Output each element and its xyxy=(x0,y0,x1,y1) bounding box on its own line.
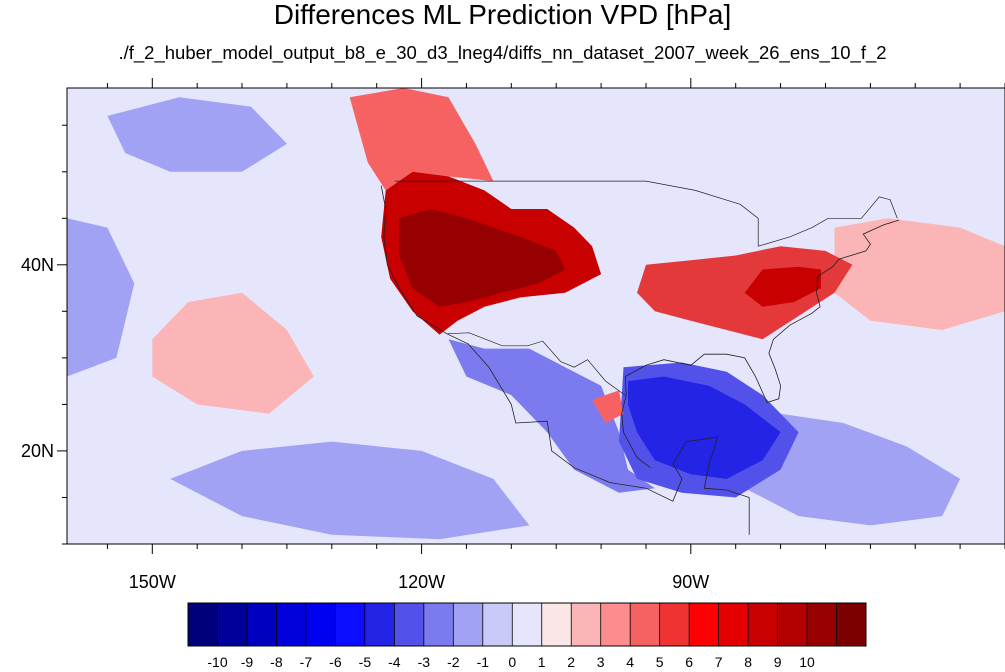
colorbar: -10 -9 -8 -7 -6 -5 -4 -3 -2 -1 0 1 2 3 4 5 6 7 8 9 10 xyxy=(187,602,867,670)
warm-region-western-us-core xyxy=(399,209,566,307)
colorbar-label: -7 xyxy=(300,654,313,670)
colorbar-label: 4 xyxy=(626,654,634,670)
colorbar-label: -1 xyxy=(477,654,490,670)
coastline-segment xyxy=(624,219,900,403)
colorbar-label: -6 xyxy=(329,654,342,670)
colorbar-bin xyxy=(689,603,719,646)
colorbar-label: 1 xyxy=(538,654,546,670)
colorbar-label: -2 xyxy=(447,654,460,670)
axis-ticks: 150W 120W 90W 40N 20N xyxy=(21,78,1005,592)
lat-tick-label: 20N xyxy=(21,441,54,461)
colorbar-label: 0 xyxy=(508,654,516,670)
warm-region-pacific-pink-band xyxy=(152,292,314,414)
colorbar-bin xyxy=(718,603,749,646)
coastline-outline xyxy=(380,180,900,535)
lon-tick-label: 90W xyxy=(672,572,709,592)
colorbar-bin xyxy=(571,603,601,646)
colorbar-label: 10 xyxy=(799,654,815,670)
lon-tick-label: 150W xyxy=(129,572,176,592)
colorbar-bin xyxy=(453,603,484,646)
colorbar-label: 2 xyxy=(567,654,575,670)
warm-region-eastern-us-core xyxy=(744,266,821,307)
colorbar-label: 6 xyxy=(685,654,693,670)
colorbar-bin xyxy=(630,603,660,646)
colorbar-bin xyxy=(246,603,277,646)
colorbar-bin xyxy=(836,603,867,646)
colorbar-bin xyxy=(217,603,248,646)
colorbar-bin xyxy=(335,603,366,646)
cool-region-pacific-tropics xyxy=(170,441,530,540)
colorbar-bin xyxy=(512,603,543,646)
colorbar-label: -9 xyxy=(241,654,254,670)
colorbar-bin xyxy=(482,603,513,646)
colorbar-bin xyxy=(394,603,425,646)
field-regions xyxy=(67,88,1005,540)
cool-region-gulf-core xyxy=(628,376,781,479)
colorbar-bin xyxy=(276,603,307,646)
cool-region-pacific-north xyxy=(107,97,287,172)
colorbar-bin xyxy=(600,603,631,646)
colorbar-label: 5 xyxy=(656,654,664,670)
coastline-segment xyxy=(380,185,750,535)
colorbar-label: -5 xyxy=(359,654,372,670)
lon-tick-label: 120W xyxy=(398,572,445,592)
colorbar-bin xyxy=(541,603,572,646)
colorbar-bin xyxy=(305,603,336,646)
map-frame xyxy=(66,87,1005,545)
colorbar-label: -8 xyxy=(270,654,283,670)
colorbar-frame xyxy=(187,602,867,647)
border-segment xyxy=(447,332,627,397)
colorbar-bin xyxy=(807,603,837,646)
border-segment xyxy=(394,180,898,247)
colorbar-bin xyxy=(423,603,454,646)
warm-region-pacific-nw-plume xyxy=(349,88,494,191)
warm-region-atlantic-plume xyxy=(834,218,1005,330)
colorbar-label: -3 xyxy=(418,654,431,670)
plot-subtitle: ./f_2_huber_model_output_b8_e_30_d3_lneg… xyxy=(118,42,887,63)
colorbar-label: -10 xyxy=(207,654,227,670)
cool-region-mexico xyxy=(448,339,655,493)
colorbar-bin xyxy=(777,603,808,646)
colorbar-bin xyxy=(364,603,395,646)
colorbar-bin xyxy=(188,603,218,646)
colorbar-label: -4 xyxy=(388,654,401,670)
cool-region-pacific-west xyxy=(67,218,135,377)
plot-title: Differences ML Prediction VPD [hPa] xyxy=(273,0,732,30)
colorbar-label: 9 xyxy=(774,654,782,670)
colorbar-bin xyxy=(748,603,778,646)
colorbar-label: 8 xyxy=(744,654,752,670)
coastline-segment xyxy=(621,395,651,469)
colorbar-bin xyxy=(659,603,690,646)
warm-region-gulf-warm-spot xyxy=(592,390,624,423)
map-area xyxy=(67,88,1005,544)
colorbar-label: 7 xyxy=(715,654,723,670)
lat-tick-label: 40N xyxy=(21,255,54,275)
colorbar-label: 3 xyxy=(597,654,605,670)
